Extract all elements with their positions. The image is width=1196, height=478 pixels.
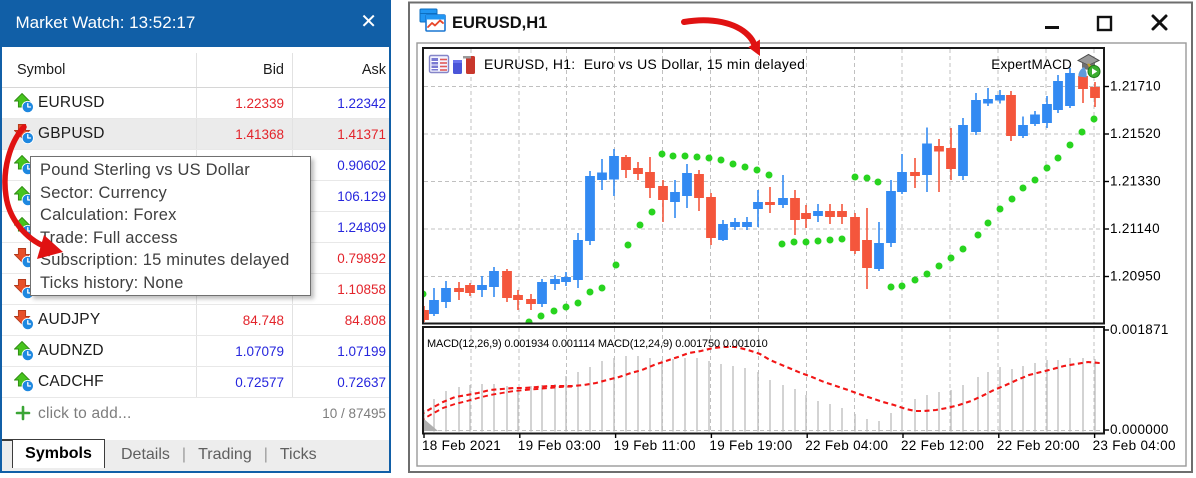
svg-text:22 Feb 04:00: 22 Feb 04:00 (805, 438, 888, 453)
svg-text:19 Feb 11:00: 19 Feb 11:00 (614, 438, 696, 453)
svg-text:0.001871: 0.001871 (1110, 322, 1169, 337)
svg-text:1.21140: 1.21140 (1110, 221, 1160, 236)
svg-text:19 Feb 19:00: 19 Feb 19:00 (709, 438, 792, 453)
svg-text:EURUSD, H1: Euro vs US Dollar: EURUSD, H1: Euro vs US Dollar, 15 min de… (484, 56, 805, 72)
svg-text:1.21330: 1.21330 (1110, 174, 1161, 189)
svg-text:1.21520: 1.21520 (1110, 126, 1161, 141)
svg-text:EURUSD,H1: EURUSD,H1 (452, 14, 547, 32)
svg-text:MACD(12,26,9) 0.001934 0.00111: MACD(12,26,9) 0.001934 0.001114 MACD(12,… (427, 338, 768, 350)
svg-text:23 Feb 04:00: 23 Feb 04:00 (1093, 438, 1176, 453)
svg-text:1.20950: 1.20950 (1110, 269, 1161, 284)
svg-text:0.000000: 0.000000 (1110, 422, 1169, 437)
svg-text:18 Feb 2021: 18 Feb 2021 (422, 438, 501, 453)
svg-text:19 Feb 03:00: 19 Feb 03:00 (518, 438, 601, 453)
svg-text:22 Feb 12:00: 22 Feb 12:00 (901, 438, 984, 453)
svg-text:22 Feb 20:00: 22 Feb 20:00 (997, 438, 1080, 453)
svg-text:ExpertMACD: ExpertMACD (991, 57, 1072, 72)
svg-text:1.21710: 1.21710 (1110, 79, 1161, 94)
